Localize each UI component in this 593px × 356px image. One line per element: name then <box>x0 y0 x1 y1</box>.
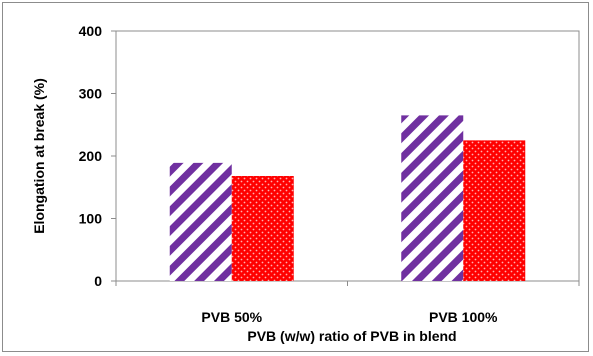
x-tick-label: PVB 50% <box>201 309 262 325</box>
y-tick-label: 100 <box>79 211 103 227</box>
bars-group <box>169 115 526 281</box>
y-tick-label: 300 <box>79 86 103 102</box>
x-tick-label: PVB 100% <box>429 309 498 325</box>
bar-pvb-100-series-1 <box>401 115 464 281</box>
y-tick-label: 400 <box>79 23 103 39</box>
y-axis-ticks: 0 100 200 300 400 <box>79 23 116 289</box>
bar-pvb-100-series-2 <box>463 140 526 281</box>
y-axis-title: Elongation at break (%) <box>31 78 47 234</box>
y-tick-label: 0 <box>94 273 102 289</box>
bar-pvb-50-series-2 <box>231 176 294 281</box>
y-tick-label: 200 <box>79 148 103 164</box>
x-axis-title: PVB (w/w) ratio of PVB in blend <box>247 328 456 344</box>
bar-pvb-50-series-1 <box>169 162 232 281</box>
x-axis-ticks: PVB 50% PVB 100% <box>115 281 580 325</box>
